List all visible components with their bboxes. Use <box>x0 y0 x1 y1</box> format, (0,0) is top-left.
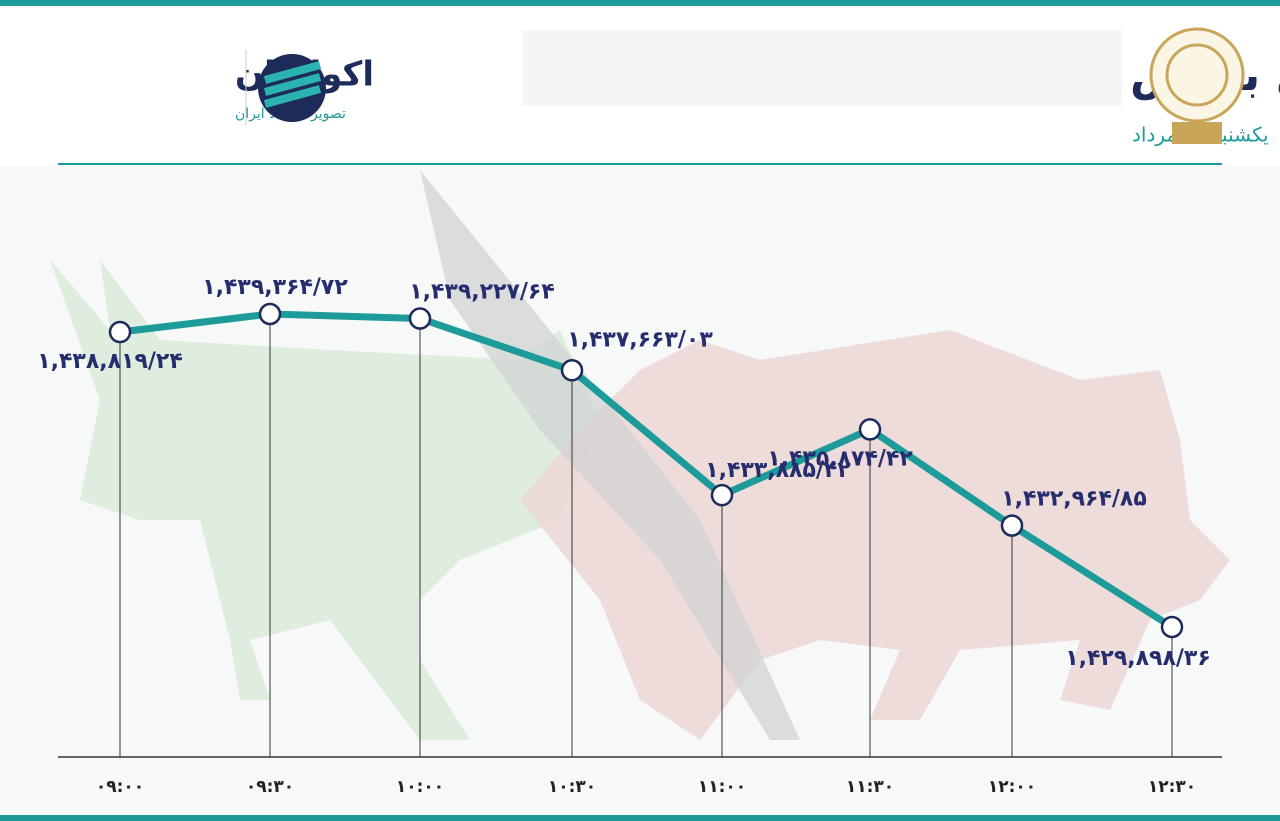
x-tick-label: ۱۰:۳۰ <box>548 777 596 797</box>
bear-shape <box>520 330 1230 740</box>
x-tick-label: ۱۱:۳۰ <box>846 777 894 797</box>
data-point <box>108 320 132 344</box>
exchange-logo <box>1149 27 1245 123</box>
top-bar <box>0 0 1280 6</box>
value-label: ۱,۴۳۷,۶۶۳/۰۳ <box>567 327 713 352</box>
x-tick-label: ۰۹:۰۰ <box>96 777 144 797</box>
data-point <box>1160 615 1184 639</box>
bull-shape <box>50 260 600 740</box>
exchange-logo-ring <box>1165 43 1229 107</box>
data-point <box>560 359 584 382</box>
data-point <box>1000 514 1024 537</box>
data-point <box>258 302 282 326</box>
value-label: ۱,۴۳۵,۸۷۴/۴۲ <box>767 446 913 471</box>
x-tick-label: ۱۰:۰۰ <box>396 777 444 797</box>
data-point <box>408 307 432 330</box>
exchange-logo-base <box>1172 122 1222 144</box>
value-label: ۱,۴۳۹,۳۶۴/۷۲ <box>202 275 348 300</box>
x-tick-label: ۱۲:۳۰ <box>1148 777 1196 797</box>
brand-logo-stripes <box>263 61 322 108</box>
title-bg <box>522 30 1122 106</box>
value-label: ۱,۴۲۹,۸۹۸/۳۶ <box>1065 646 1211 671</box>
bottom-bar <box>0 815 1280 821</box>
value-label: ۱,۴۳۲,۹۶۴/۸۵ <box>1001 487 1147 512</box>
data-point <box>710 483 734 507</box>
x-tick-label: ۰۹:۳۰ <box>246 777 294 797</box>
value-label: ۱,۴۳۸,۸۱۹/۲۴ <box>37 349 183 374</box>
arrow-shape <box>420 170 800 740</box>
series-line <box>119 310 1174 630</box>
data-point <box>858 418 882 441</box>
x-tick-label: ۱۲:۰۰ <box>988 777 1036 797</box>
value-label: ۱,۴۳۹,۲۲۷/۶۴ <box>409 280 555 305</box>
value-label: ۱,۴۳۳,۸۸۵/۴۲ <box>705 458 851 483</box>
x-tick-label: ۱۱:۰۰ <box>698 777 746 797</box>
